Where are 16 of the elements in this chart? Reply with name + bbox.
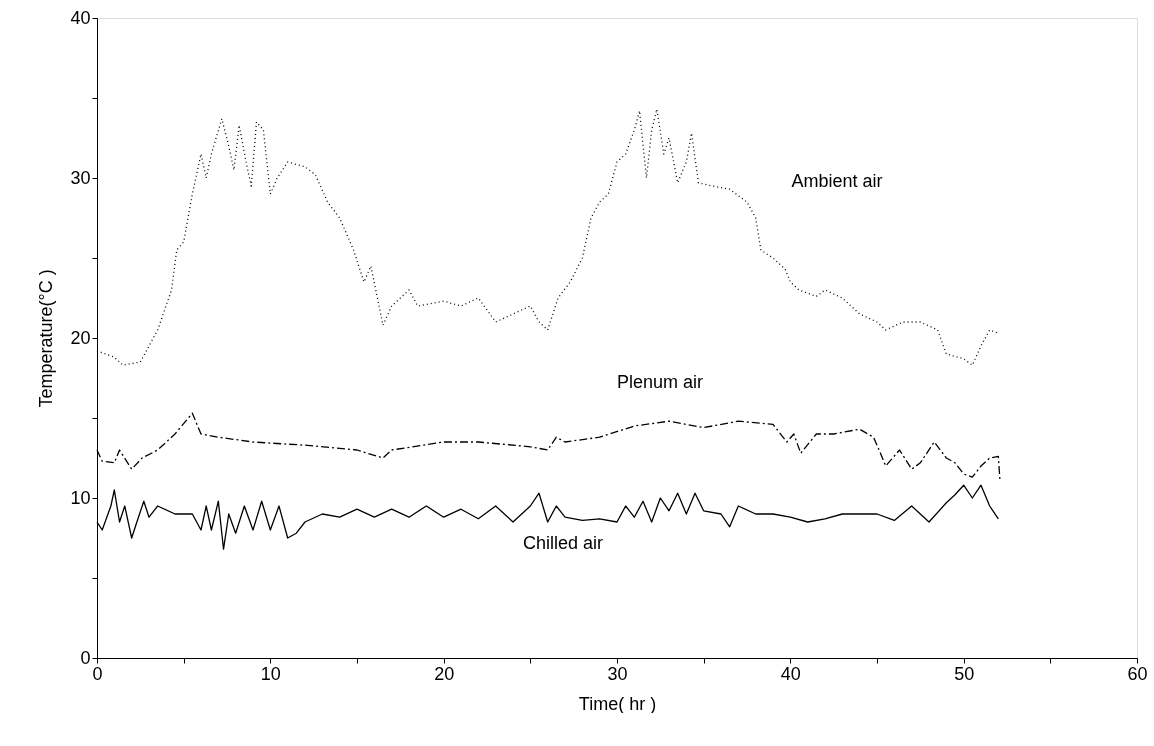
y-tick-label: 20 bbox=[70, 327, 91, 348]
x-tick-label: 20 bbox=[434, 663, 455, 684]
series-label: Plenum air bbox=[616, 372, 704, 392]
y-tick-label: 30 bbox=[70, 167, 91, 188]
y-tick-label: 10 bbox=[70, 487, 91, 508]
x-axis-title: Time( hr ) bbox=[578, 693, 657, 714]
x-tick-label: 30 bbox=[607, 663, 628, 684]
y-axis-title: Temperature(°C ) bbox=[36, 269, 57, 408]
x-tick-label: 10 bbox=[260, 663, 281, 684]
y-tick-label: 0 bbox=[80, 647, 91, 668]
text: Ambient air bbox=[791, 171, 883, 191]
series-label: Chilled air bbox=[522, 533, 604, 553]
x-tick-label: 50 bbox=[954, 663, 975, 684]
x-tick-label: 60 bbox=[1127, 663, 1148, 684]
y-tick-label: 40 bbox=[70, 7, 91, 28]
x-tick-label: 40 bbox=[780, 663, 801, 684]
